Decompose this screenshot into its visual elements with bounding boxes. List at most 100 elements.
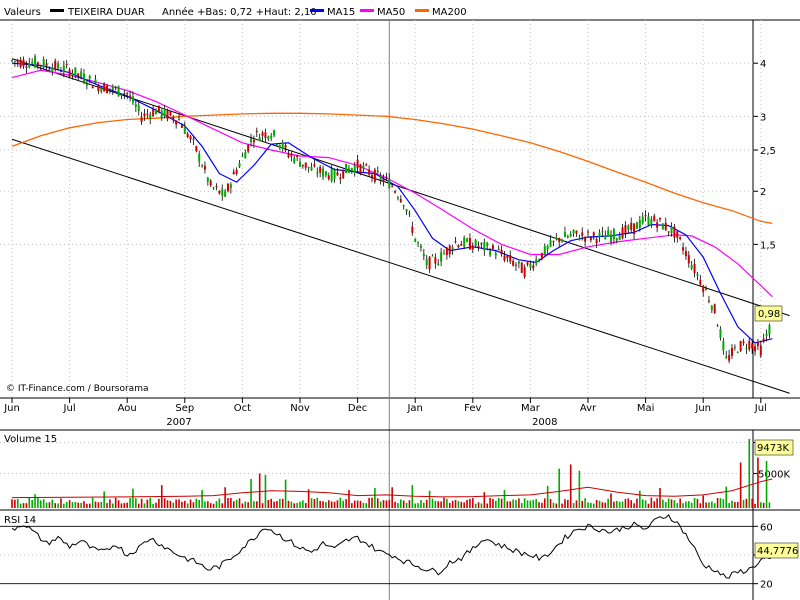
volume-bar: [711, 501, 713, 508]
volume-bar: [446, 498, 448, 508]
candle-body: [517, 261, 520, 264]
legend-ma50-swatch: [360, 9, 374, 12]
candle-body: [480, 242, 483, 245]
volume-bar: [549, 499, 552, 508]
rsi-tick-label: 20: [760, 580, 773, 591]
candle-body: [68, 69, 71, 77]
candle-body: [687, 255, 690, 264]
volume-bar: [281, 498, 284, 508]
volume-bar: [106, 503, 108, 508]
candle-body: [765, 333, 768, 337]
volume-bar: [613, 501, 615, 508]
candle-body: [322, 168, 325, 177]
price-tick-label: 1,5: [760, 240, 776, 251]
month-label: Jun: [3, 403, 20, 414]
volume-bar: [472, 498, 474, 508]
volume-bar: [16, 498, 19, 508]
volume-bar: [11, 499, 13, 508]
volume-bar: [515, 500, 517, 508]
candle-body: [707, 300, 710, 302]
volume-bar: [83, 501, 85, 508]
volume-last-label-box: [754, 439, 794, 456]
volume-bar: [322, 501, 324, 508]
candle-body: [313, 164, 316, 167]
candle-body: [108, 88, 111, 90]
candle-body: [301, 164, 304, 167]
candle-body: [610, 234, 613, 242]
candle-body: [566, 235, 569, 238]
candle-body: [673, 226, 676, 238]
volume-bar: [728, 503, 730, 508]
volume-y-ticks: 5000K: [0, 442, 790, 480]
candle-body: [733, 346, 736, 348]
legend-prefix: Valeurs: [4, 7, 41, 18]
candle-body: [515, 264, 517, 266]
rsi-tick-label: 60: [760, 522, 773, 533]
volume-bar: [42, 499, 45, 508]
candle-body: [227, 183, 229, 191]
volume-bar: [258, 473, 261, 508]
month-label: Mar: [521, 403, 541, 414]
volume-bar: [313, 498, 316, 508]
volume-bar: [14, 499, 16, 508]
volume-bar: [454, 499, 457, 508]
volume-bar: [172, 502, 175, 508]
month-label: Fev: [464, 403, 481, 414]
volume-bar: [736, 501, 739, 508]
volume-bar: [451, 500, 454, 508]
volume-bar: [149, 497, 152, 508]
volume-bar: [319, 500, 321, 508]
candle-body: [215, 186, 218, 188]
volume-bar: [656, 498, 658, 508]
candle-body: [713, 304, 716, 314]
candle-body: [299, 162, 301, 167]
rsi-y-ticks: 604020: [0, 522, 773, 591]
rsi-panel: RSI 14 604020 44,7776: [0, 510, 798, 600]
volume-bar: [117, 500, 120, 508]
volume-bar: [114, 497, 117, 508]
candle-body: [710, 305, 713, 311]
candle-body: [51, 67, 54, 72]
volume-bar: [77, 502, 80, 508]
candle-body: [399, 198, 402, 203]
candle-body: [587, 231, 589, 233]
candle-body: [336, 172, 339, 176]
volume-bar: [132, 488, 134, 508]
candle-body: [731, 347, 733, 356]
candle-body: [241, 155, 244, 157]
candle-body: [19, 59, 22, 68]
candle-body: [497, 249, 500, 251]
candle-body: [589, 237, 592, 241]
candle-body: [189, 136, 192, 140]
volume-bar: [618, 501, 621, 508]
candle-body: [460, 244, 463, 246]
candle-body: [11, 60, 13, 62]
candle-body: [443, 253, 445, 255]
candle-body: [526, 262, 529, 265]
candle-body: [77, 73, 80, 76]
candle-body: [670, 226, 673, 234]
candle-body: [667, 231, 670, 233]
volume-bar: [152, 503, 154, 508]
volume-bar: [598, 500, 601, 508]
candle-body: [615, 238, 618, 241]
volume-bar: [673, 500, 676, 508]
volume-bar: [68, 500, 71, 508]
last-price-label-box: [754, 305, 783, 322]
candle-body: [106, 86, 109, 94]
candle-body: [48, 68, 51, 71]
candle-body: [503, 255, 506, 261]
volume-bar: [192, 502, 195, 508]
volume-bar: [376, 498, 379, 508]
volume-bar: [532, 499, 535, 508]
candle-body: [546, 246, 549, 250]
volume-bar: [51, 499, 54, 508]
volume-bar: [748, 438, 751, 508]
candle-body: [549, 240, 552, 247]
volume-bar: [353, 500, 356, 508]
candle-body: [157, 105, 160, 112]
candle-body: [523, 267, 526, 278]
volume-bar: [437, 501, 440, 508]
volume-bar: [630, 500, 632, 508]
candle-body: [457, 245, 460, 248]
